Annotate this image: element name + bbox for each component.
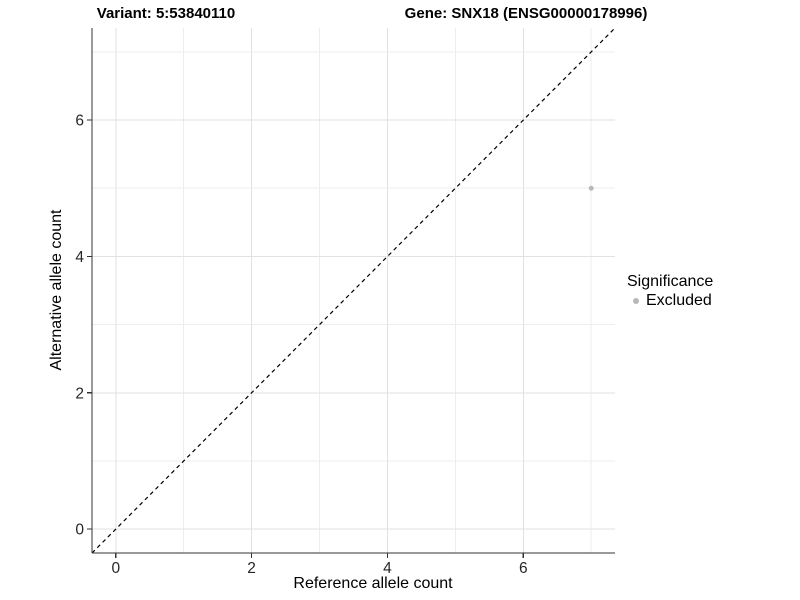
data-point-excluded — [588, 185, 594, 191]
y-tick-label: 6 — [75, 113, 84, 130]
identity-line — [91, 27, 616, 554]
x-tick-label: 6 — [519, 560, 528, 577]
legend-item-label: Excluded — [646, 291, 712, 309]
legend-point-icon — [633, 297, 639, 304]
y-tick-label: 2 — [75, 385, 84, 402]
x-tick-label: 0 — [111, 560, 120, 577]
legend: Significance Excluded — [627, 272, 713, 310]
x-axis-title: Reference allele count — [293, 575, 453, 592]
variant-title: Variant: 5:53840110 — [96, 5, 236, 22]
y-tick-label: 0 — [75, 522, 84, 539]
legend-title: Significance — [627, 273, 714, 290]
y-axis-title: Alternative allele count — [48, 209, 65, 371]
x-tick-label: 4 — [383, 560, 392, 577]
legend-item-excluded: Excluded — [627, 291, 713, 310]
gene-title: Gene: SNX18 (ENSG00000178996) — [404, 5, 648, 22]
x-tick-label: 2 — [247, 560, 256, 577]
legend-key — [628, 293, 644, 309]
y-tick-label: 4 — [75, 249, 84, 266]
